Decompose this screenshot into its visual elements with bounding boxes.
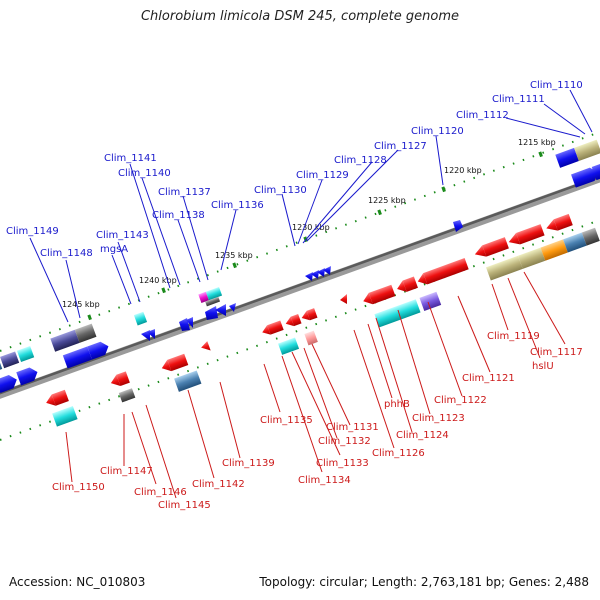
map-title: Chlorobium limicola DSM 245, complete ge… — [140, 9, 460, 24]
gene-label: Clim_1135 — [260, 415, 313, 426]
tick-label: 1240 kbp — [139, 276, 177, 285]
gene-label: Clim_1117 — [530, 347, 583, 358]
gene-label: Clim_1149 — [6, 226, 59, 237]
gene-label: Clim_1126 — [372, 448, 425, 459]
scale-ticks: 1215 kbp 1220 kbp 1225 kbp 1230 kbp 1235… — [62, 138, 556, 321]
gene-label: Clim_1111 — [492, 94, 545, 105]
gene-label: phhB — [384, 399, 410, 410]
gene-label: Clim_1148 — [40, 248, 93, 259]
gene-label: Clim_1141 — [104, 153, 157, 164]
gene-label: Clim_1132 — [318, 436, 371, 447]
gene-label: Clim_1127 — [374, 141, 427, 152]
top-leader-lines — [29, 89, 593, 323]
bottom-feature-track — [46, 213, 600, 427]
genome-backbone — [0, 175, 600, 399]
bottom-leader-lines — [65, 271, 566, 499]
tick-label: 1235 kbp — [215, 251, 253, 260]
gene-label: Clim_1134 — [298, 475, 351, 486]
gene-label: Clim_1136 — [211, 200, 264, 211]
gene-label: Clim_1119 — [487, 331, 540, 342]
top-gene-labels: Clim_1110 Clim_1111 Clim_1112 Clim_1120 … — [6, 80, 583, 259]
tick-label: 1230 kbp — [292, 223, 330, 232]
gene-label: Clim_1110 — [530, 80, 583, 91]
accession-text: Accession: NC_010803 — [9, 575, 146, 589]
bottom-gene-labels: Clim_1117 hslU Clim_1119 Clim_1121 Clim_… — [52, 331, 583, 511]
outer-scale-line — [0, 131, 600, 352]
tick-label: 1245 kbp — [62, 300, 100, 309]
gene-label: Clim_1138 — [152, 210, 205, 221]
gene-label: Clim_1140 — [118, 168, 171, 179]
gene-label: Clim_1123 — [412, 413, 465, 424]
gene-label: Clim_1133 — [316, 458, 369, 469]
gene-label: Clim_1145 — [158, 500, 211, 511]
gene-label: Clim_1120 — [411, 126, 464, 137]
gene-label: Clim_1150 — [52, 482, 105, 493]
gene-label: hslU — [532, 361, 554, 372]
gene-label: Clim_1130 — [254, 185, 307, 196]
gene-label: Clim_1121 — [462, 373, 515, 384]
tick-label: 1215 kbp — [518, 138, 556, 147]
gene-label: Clim_1131 — [326, 422, 379, 433]
gene-label: mgsA — [100, 244, 128, 255]
gene-label: Clim_1122 — [434, 395, 487, 406]
gene-label: Clim_1128 — [334, 155, 387, 166]
gene-label: Clim_1147 — [100, 466, 153, 477]
gene-label: Clim_1112 — [456, 110, 509, 121]
tick-label: 1225 kbp — [368, 196, 406, 205]
gene-label: Clim_1139 — [222, 458, 275, 469]
top-feature-track — [0, 139, 600, 393]
gene-label: Clim_1137 — [158, 187, 211, 198]
genome-summary-text: Topology: circular; Length: 2,763,181 bp… — [259, 575, 589, 589]
gene-label: Clim_1142 — [192, 479, 245, 490]
gene-label: Clim_1129 — [296, 170, 349, 181]
gene-label: Clim_1143 — [96, 230, 149, 241]
gene-label: Clim_1146 — [134, 487, 187, 498]
gene-label: Clim_1124 — [396, 430, 449, 441]
tick-label: 1220 kbp — [444, 166, 482, 175]
